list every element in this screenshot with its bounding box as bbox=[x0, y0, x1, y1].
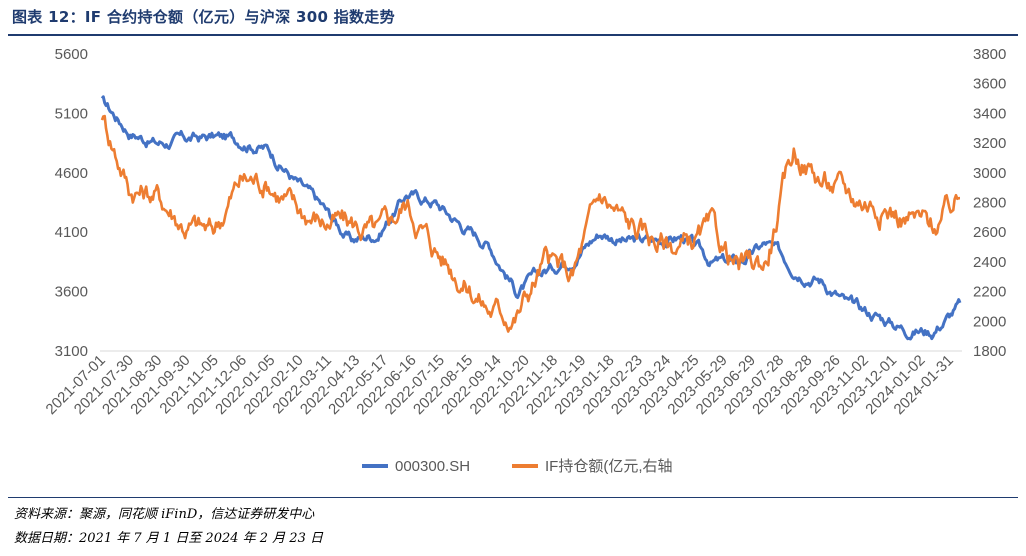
source-note: 资料来源：聚源，同花顺 iFinD，信达证券研发中心 bbox=[14, 507, 315, 522]
chart-area: 3100 3600 4100 4600 5100 5600 1800 2000 2200 2400… bbox=[43, 46, 1007, 475]
y-right-tick-label: 2800 bbox=[973, 195, 1006, 212]
y-left-tick-label: 5100 bbox=[55, 105, 88, 122]
footer-rule bbox=[8, 497, 1018, 498]
y-left-tick-label: 5600 bbox=[55, 46, 88, 63]
date-note: 数据日期：2021 年 7 月 1 日至 2024 年 2 月 23 日 bbox=[14, 531, 323, 546]
y-right-tick-label: 3200 bbox=[973, 135, 1006, 152]
y-left-tick-label: 3100 bbox=[55, 343, 88, 360]
title-rule bbox=[8, 34, 1018, 36]
y-right-tick-label: 3800 bbox=[973, 46, 1006, 63]
y-left-tick-label: 4600 bbox=[55, 165, 88, 182]
legend-label-index: 000300.SH bbox=[395, 458, 470, 475]
y-left-tick-label: 4100 bbox=[55, 224, 88, 241]
legend: 000300.SH IF持仓额(亿元,右轴 bbox=[362, 458, 673, 475]
y-right-tick-label: 3600 bbox=[973, 76, 1006, 93]
chart-title: 图表 12：IF 合约持仓额（亿元）与沪深 300 指数走势 bbox=[12, 8, 395, 26]
series-line-open-interest bbox=[100, 114, 960, 333]
legend-label-oi: IF持仓额(亿元,右轴 bbox=[545, 458, 673, 475]
y-right-tick-label: 1800 bbox=[973, 343, 1006, 360]
series-line-index bbox=[100, 95, 962, 341]
y-right-tick-label: 2000 bbox=[973, 313, 1006, 330]
y-right-tick-label: 3000 bbox=[973, 165, 1006, 182]
y-right-tick-label: 3400 bbox=[973, 105, 1006, 122]
y-left-tick-label: 3600 bbox=[55, 284, 88, 301]
y-right-tick-label: 2400 bbox=[973, 254, 1006, 271]
y-right-tick-label: 2200 bbox=[973, 284, 1006, 301]
y-right-tick-label: 2600 bbox=[973, 224, 1006, 241]
